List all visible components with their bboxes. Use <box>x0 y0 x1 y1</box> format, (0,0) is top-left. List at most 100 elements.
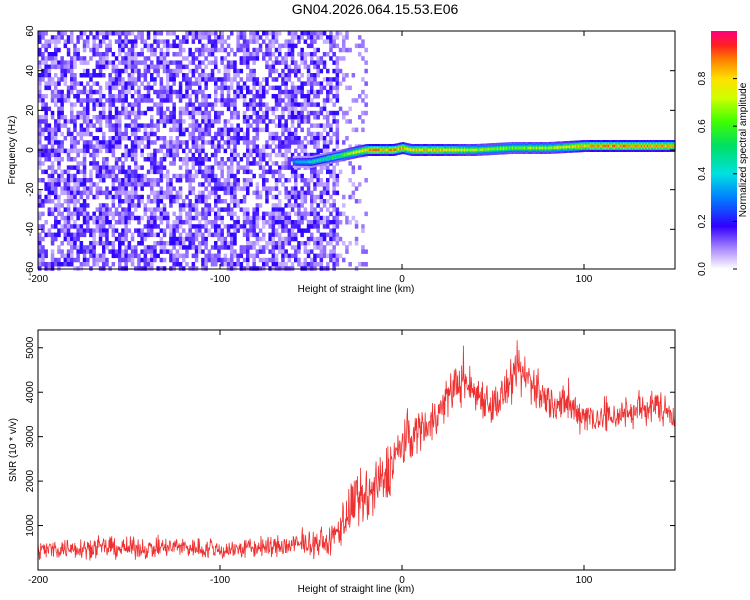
spectrogram-cell <box>124 207 128 212</box>
spectrogram-cell <box>268 68 272 74</box>
spectrogram-cell <box>127 215 132 221</box>
spectrogram-cell <box>124 266 128 271</box>
spectrogram-ridge-cell <box>622 144 625 148</box>
spectrogram-cell <box>332 207 336 212</box>
spectrogram-cell <box>70 236 74 242</box>
spectrogram-ridge-cell <box>508 146 511 150</box>
spectrogram-cell <box>204 152 208 158</box>
spectrogram-cell <box>322 245 327 250</box>
spectrogram-cell <box>290 136 295 141</box>
spectrogram-cell <box>182 127 186 133</box>
spectrogram-cell <box>162 115 167 120</box>
spectrogram-cell <box>274 203 279 208</box>
spectrogram-cell <box>214 173 218 179</box>
spectrogram-cell <box>134 68 138 74</box>
spectrogram-cell <box>98 203 103 208</box>
spectrogram-cell <box>41 131 45 137</box>
spectrogram-cell <box>207 253 212 259</box>
spectrogram-cell <box>150 182 154 187</box>
spectrogram-cell <box>111 148 116 154</box>
spectrogram-cell <box>63 262 68 267</box>
spectrogram-cell <box>262 211 266 217</box>
spectrogram-cell <box>57 60 61 65</box>
spectrogram-cell <box>278 173 282 179</box>
spectrogram-cell <box>306 110 311 116</box>
spectrogram-cell <box>274 211 279 217</box>
spectrogram-cell <box>175 89 180 95</box>
spectrogram-cell <box>332 102 336 107</box>
spectrogram-cell <box>191 178 196 183</box>
spectrogram-cell <box>233 144 237 149</box>
spectrogram-cell <box>329 127 333 133</box>
spectrogram-cell <box>217 85 221 91</box>
spectrogram-cell <box>220 236 224 242</box>
spectrogram-ridge-cell <box>439 148 442 152</box>
spectrogram-cell <box>233 178 237 183</box>
spectrogram-cell <box>310 60 314 65</box>
spectrogram-ridge-cell <box>585 144 588 148</box>
spectrogram-cell <box>268 190 272 196</box>
spectrogram-cell <box>114 31 119 36</box>
spectrogram-cell <box>290 94 295 99</box>
spectrogram-cell <box>329 241 333 246</box>
spectrogram-ridge-cell <box>405 147 408 150</box>
spectrogram-cell <box>73 220 77 225</box>
spectrogram-cell <box>73 199 77 204</box>
spectrogram-cell <box>223 253 228 259</box>
spectrogram-cell <box>284 262 288 267</box>
spectrogram-cell <box>313 81 317 86</box>
spectrogram-cell <box>294 102 298 107</box>
spectrogram-cell <box>153 35 157 40</box>
spectrogram-y-tick-label: 20 <box>25 104 36 116</box>
spectrogram-cell <box>92 144 96 149</box>
spectrogram-cell <box>220 257 224 263</box>
spectrogram-cell <box>274 178 279 183</box>
spectrogram-cell <box>220 245 224 250</box>
spectrogram-cell <box>111 81 116 86</box>
spectrogram-cell <box>41 169 45 175</box>
spectrogram-cell <box>300 85 304 91</box>
spectrogram-cell <box>172 73 176 78</box>
spectrogram-ridge-cell <box>424 148 427 152</box>
spectrogram-cell <box>114 106 119 112</box>
spectrogram-cell <box>191 215 196 221</box>
spectrogram-cell <box>153 77 157 82</box>
spectrogram-cell <box>226 165 231 170</box>
spectrogram-cell <box>89 190 93 196</box>
spectrogram-cell <box>143 253 148 259</box>
spectrogram-cell <box>246 119 250 124</box>
spectrogram-cell <box>297 115 301 120</box>
spectrogram-cell <box>249 228 253 233</box>
spectrogram-cell <box>316 123 320 128</box>
spectrogram-cell <box>220 215 224 221</box>
spectrogram-cell <box>73 64 77 70</box>
spectrogram-cell <box>156 182 160 187</box>
spectrogram-cell <box>47 64 52 70</box>
spectrogram-cell <box>303 262 308 267</box>
spectrogram-cell <box>271 68 276 74</box>
spectrogram-cell <box>172 123 176 128</box>
spectrogram-cell <box>86 115 90 120</box>
spectrogram-cell <box>335 60 340 65</box>
spectrogram-cell <box>338 81 343 86</box>
spectrogram-cell <box>134 245 138 250</box>
spectrogram-cell <box>82 39 87 44</box>
spectrogram-cell <box>76 245 80 250</box>
spectrogram-cell <box>166 190 170 196</box>
spectrogram-cell <box>230 199 234 204</box>
spectrogram-cell <box>220 131 224 137</box>
spectrogram-cell <box>297 207 301 212</box>
spectrogram-cell <box>194 232 199 238</box>
spectrogram-cell <box>143 262 148 267</box>
spectrogram-cell <box>150 249 154 254</box>
spectrogram-cell <box>236 43 240 49</box>
spectrogram-cell <box>210 165 215 170</box>
spectrogram-cell <box>207 110 212 116</box>
spectrogram-cell <box>162 228 167 233</box>
spectrogram-cell <box>294 253 298 259</box>
spectrogram-cell <box>194 35 199 40</box>
spectrogram-cell <box>150 165 154 170</box>
spectrogram-cell <box>111 224 116 229</box>
spectrogram-cell <box>54 232 58 238</box>
spectrogram-ridge-cell <box>484 148 487 151</box>
